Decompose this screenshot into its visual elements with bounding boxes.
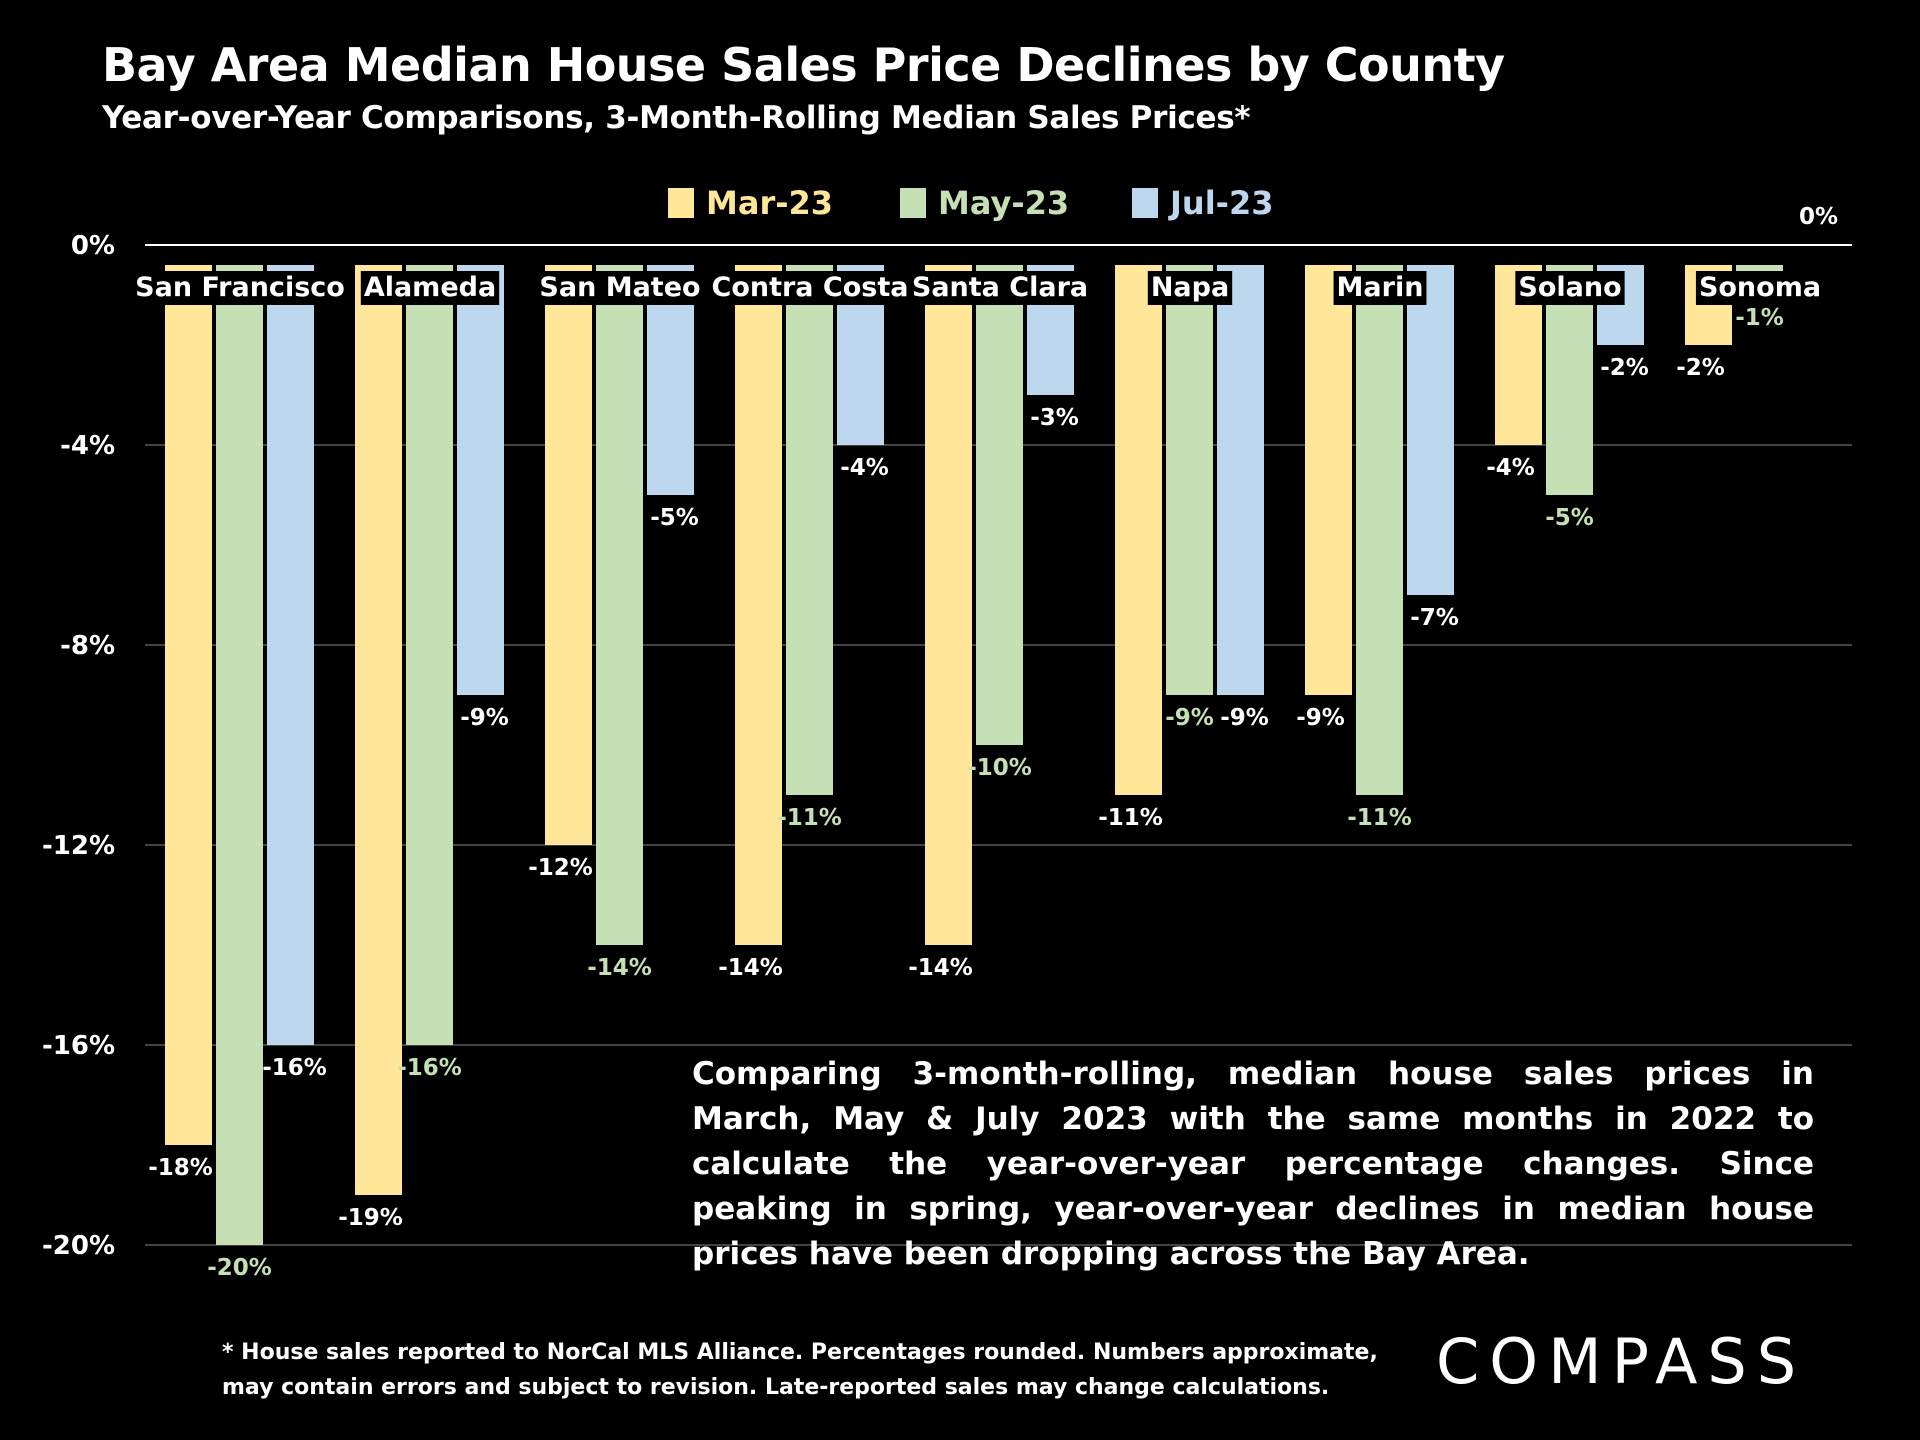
category-label-bg bbox=[1147, 271, 1233, 305]
data-label: -7% bbox=[1410, 605, 1459, 631]
data-label: 0% bbox=[1799, 204, 1838, 230]
data-label: -5% bbox=[1545, 505, 1594, 531]
legend-swatch bbox=[900, 188, 926, 218]
category-label-bg bbox=[1333, 271, 1427, 305]
data-label: -9% bbox=[460, 705, 509, 731]
bar bbox=[1305, 265, 1352, 695]
data-label: -14% bbox=[718, 955, 783, 981]
category-label-bg bbox=[132, 271, 348, 305]
legend-swatch bbox=[668, 188, 694, 218]
legend-label: Mar-23 bbox=[706, 184, 833, 222]
bar bbox=[735, 265, 782, 945]
category-label-bg bbox=[536, 271, 704, 305]
footnote-line-1: * House sales reported to NorCal MLS All… bbox=[222, 1340, 1378, 1365]
y-tick-label: -20% bbox=[42, 1231, 115, 1261]
legend: Mar-23 May-23 Jul-23 bbox=[668, 184, 1273, 222]
category-label: Contra Costa bbox=[712, 272, 909, 303]
category-labels: San Francisco Alameda San Mateo Contra Cost… bbox=[132, 271, 1825, 305]
legend-label: May-23 bbox=[938, 184, 1069, 222]
data-labels: -18% -20% -16% -19% -16% -9% -12% -14% -5% -14% -1… bbox=[148, 204, 1838, 1281]
bar bbox=[267, 265, 314, 1045]
data-label: -19% bbox=[338, 1205, 403, 1231]
category-label-bg bbox=[1515, 271, 1625, 305]
bar bbox=[1356, 265, 1403, 795]
bar bbox=[406, 265, 453, 1045]
bar bbox=[596, 265, 643, 945]
data-label: -3% bbox=[1030, 405, 1079, 431]
data-label: -11% bbox=[1098, 805, 1163, 831]
data-label: -14% bbox=[908, 955, 973, 981]
category-label: Santa Clara bbox=[912, 272, 1088, 303]
data-label: -11% bbox=[777, 805, 842, 831]
y-tick-label: -16% bbox=[42, 1031, 115, 1061]
category-label: Alameda bbox=[364, 272, 496, 303]
compass-logo: COMPASS bbox=[1436, 1325, 1807, 1398]
data-label: -4% bbox=[1486, 455, 1535, 481]
bar bbox=[976, 265, 1023, 745]
category-label: Marin bbox=[1337, 272, 1424, 303]
y-tick-label: -12% bbox=[42, 831, 115, 861]
category-label-bg bbox=[908, 271, 1092, 305]
data-label: -11% bbox=[1347, 805, 1412, 831]
data-label: -9% bbox=[1220, 705, 1269, 731]
data-label: -14% bbox=[587, 955, 652, 981]
category-label: Solano bbox=[1518, 272, 1621, 303]
chart-subtitle: Year-over-Year Comparisons, 3-Month-Roll… bbox=[102, 100, 1251, 136]
y-tick-label: 0% bbox=[71, 231, 115, 261]
data-label: -9% bbox=[1296, 705, 1345, 731]
y-tick-label: -8% bbox=[60, 631, 115, 661]
chart-annotation: Comparing 3-month-rolling, median house … bbox=[692, 1056, 1814, 1272]
data-label: -2% bbox=[1600, 355, 1649, 381]
bar bbox=[1217, 265, 1264, 695]
data-label: -18% bbox=[148, 1155, 213, 1181]
data-label: -4% bbox=[840, 455, 889, 481]
footnote: * House sales reported to NorCal MLS All… bbox=[222, 1335, 1402, 1405]
data-label: -2% bbox=[1676, 355, 1725, 381]
chart-title: Bay Area Median House Sales Price Declin… bbox=[102, 38, 1505, 92]
bar bbox=[1166, 265, 1213, 695]
category-label-bg bbox=[708, 271, 912, 305]
data-label: -20% bbox=[207, 1255, 272, 1281]
data-label: -9% bbox=[1165, 705, 1214, 731]
category-label: San Mateo bbox=[539, 272, 700, 303]
bar bbox=[165, 265, 212, 1145]
data-label: -12% bbox=[528, 855, 593, 881]
bar bbox=[925, 265, 972, 945]
category-label-bg bbox=[360, 271, 500, 305]
legend-swatch bbox=[1132, 188, 1158, 218]
bars bbox=[165, 265, 1783, 1245]
data-label: -5% bbox=[650, 505, 699, 531]
bar bbox=[457, 265, 504, 695]
data-label: -16% bbox=[397, 1055, 462, 1081]
bar bbox=[1115, 265, 1162, 795]
bar bbox=[786, 265, 833, 795]
bar bbox=[355, 265, 402, 1195]
category-label: Sonoma bbox=[1699, 272, 1821, 303]
y-axis-ticks: 0% -4% -8% -12% -16% -20% bbox=[42, 231, 115, 1261]
category-label: Napa bbox=[1151, 272, 1229, 303]
bar bbox=[216, 265, 263, 1245]
bar bbox=[545, 265, 592, 845]
legend-label: Jul-23 bbox=[1168, 184, 1273, 222]
data-label: -16% bbox=[262, 1055, 327, 1081]
data-label: -10% bbox=[967, 755, 1032, 781]
category-label-bg bbox=[1695, 271, 1825, 305]
data-label: -1% bbox=[1735, 305, 1784, 331]
bar bbox=[1407, 265, 1454, 595]
footnote-line-2: may contain errors and subject to revisi… bbox=[222, 1375, 1330, 1400]
category-label: San Francisco bbox=[135, 272, 345, 303]
y-tick-label: -4% bbox=[60, 431, 115, 461]
